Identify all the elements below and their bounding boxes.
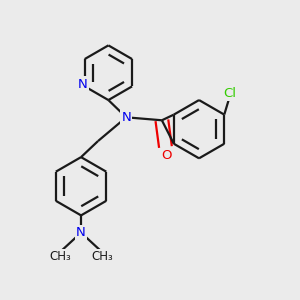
Text: CH₃: CH₃: [91, 250, 113, 263]
Text: Cl: Cl: [224, 87, 237, 100]
Text: CH₃: CH₃: [50, 250, 71, 263]
Text: O: O: [161, 149, 171, 162]
Text: N: N: [77, 77, 87, 91]
Text: N: N: [121, 111, 131, 124]
Text: N: N: [76, 226, 86, 239]
